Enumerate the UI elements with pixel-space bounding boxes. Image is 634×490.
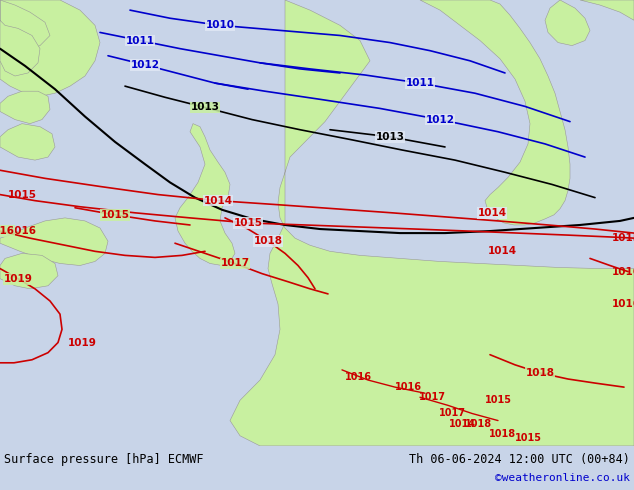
Text: 1018: 1018 [254,236,283,246]
Polygon shape [230,0,634,446]
Polygon shape [175,123,235,266]
Polygon shape [0,0,50,50]
Text: 1016: 1016 [612,267,634,276]
Text: ©weatheronline.co.uk: ©weatheronline.co.uk [495,473,630,483]
Text: 1015: 1015 [8,190,37,199]
Text: 1016: 1016 [394,382,422,392]
Text: 1016: 1016 [344,372,372,382]
Text: 1015: 1015 [484,395,512,405]
Polygon shape [545,0,590,46]
Polygon shape [0,218,108,266]
Text: 1011: 1011 [126,36,155,46]
Polygon shape [580,0,634,20]
Text: 1010: 1010 [205,21,235,30]
Text: 1016: 1016 [8,226,37,236]
Polygon shape [0,0,40,76]
Text: 1015: 1015 [233,218,262,228]
Text: 1017: 1017 [221,259,250,269]
Text: 1019: 1019 [68,338,96,347]
Text: 1016: 1016 [612,299,634,309]
Text: 1018: 1018 [465,418,491,429]
Text: 1018: 1018 [526,368,555,378]
Polygon shape [420,0,570,225]
Text: Th 06-06-2024 12:00 UTC (00+84): Th 06-06-2024 12:00 UTC (00+84) [409,453,630,466]
Polygon shape [0,0,100,96]
Polygon shape [0,91,50,123]
Text: 1014: 1014 [488,246,517,256]
Text: 1014: 1014 [448,418,476,429]
Text: 1012: 1012 [131,60,160,70]
Text: 1015: 1015 [612,233,634,243]
Text: 1015: 1015 [515,433,541,443]
Text: Surface pressure [hPa] ECMWF: Surface pressure [hPa] ECMWF [4,453,204,466]
Text: 1018: 1018 [488,429,515,439]
Polygon shape [0,253,58,289]
Text: 1014: 1014 [477,208,507,218]
Text: 1019: 1019 [4,274,32,284]
Polygon shape [0,123,55,160]
Text: 1017: 1017 [439,409,465,418]
Text: 1011: 1011 [406,78,434,88]
Text: 1016: 1016 [0,226,15,236]
Text: 1012: 1012 [425,115,455,124]
Text: 1014: 1014 [204,196,233,206]
Text: 1015: 1015 [101,210,129,220]
Text: 1013: 1013 [190,102,219,112]
Text: 1013: 1013 [375,132,404,142]
Text: 1017: 1017 [418,392,446,402]
